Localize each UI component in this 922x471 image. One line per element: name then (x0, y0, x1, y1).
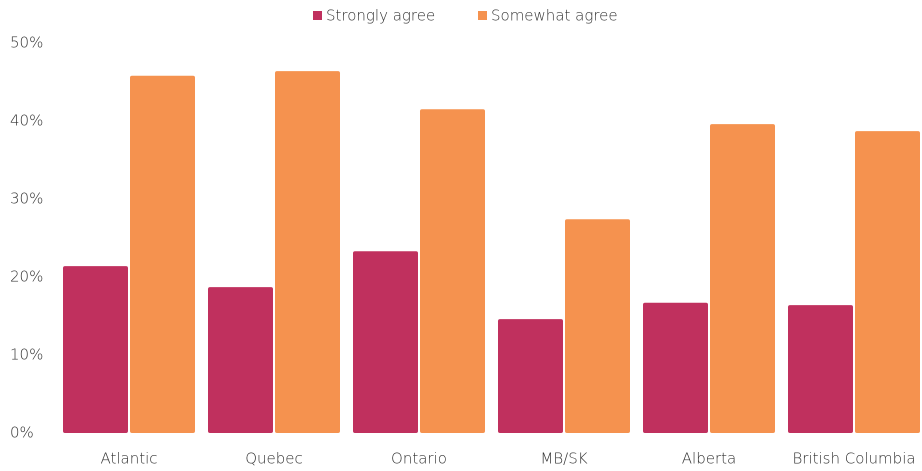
y-tick-label: 30% (10, 190, 43, 208)
bar (63, 266, 128, 433)
legend-label: Strongly agree (326, 7, 435, 25)
y-tick-label: 0% (10, 424, 34, 442)
bar (208, 287, 273, 433)
y-tick-label: 50% (10, 34, 43, 52)
bar (498, 319, 563, 433)
bar (420, 109, 485, 434)
x-tick-label: Quebec (245, 450, 303, 468)
x-tick-label: British Columbia (792, 450, 915, 468)
legend-swatch (478, 11, 487, 20)
bar (353, 251, 418, 433)
y-tick-label: 40% (10, 112, 43, 130)
bar (710, 124, 775, 434)
y-tick-label: 20% (10, 268, 43, 286)
bar (565, 219, 630, 433)
bar (855, 131, 920, 433)
y-tick-label: 10% (10, 346, 43, 364)
legend-label: Somewhat agree (491, 7, 618, 25)
bar (275, 71, 340, 433)
bar (130, 75, 195, 433)
x-tick-label: Alberta (682, 450, 736, 468)
x-tick-label: Atlantic (100, 450, 157, 468)
legend-swatch (313, 11, 322, 20)
x-tick-label: MB/SK (540, 450, 587, 468)
x-tick-label: Ontario (391, 450, 447, 468)
bar (788, 305, 853, 433)
bar (643, 302, 708, 433)
